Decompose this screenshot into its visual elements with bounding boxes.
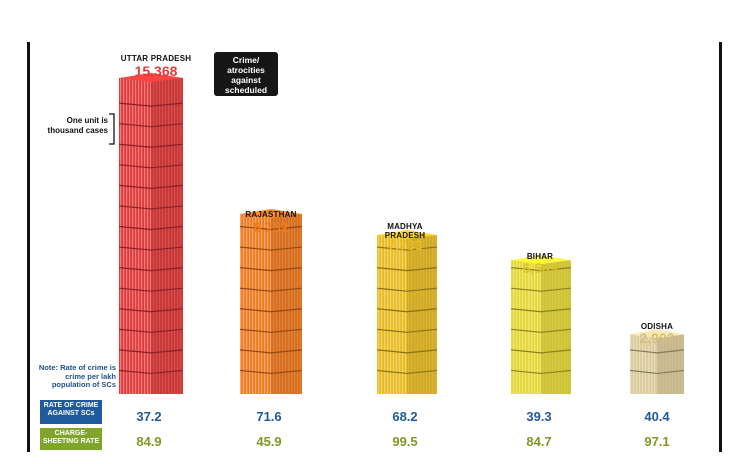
bar-madhya-pradesh — [376, 229, 438, 394]
rate-of-crime-badge: RATE OF CRIME AGAINST SCs — [40, 400, 102, 424]
charge-bihar: 84.7 — [526, 434, 552, 449]
bar-uttar-pradesh — [118, 73, 184, 394]
crime-tag: Crime/ atrocities against scheduled cast… — [214, 52, 278, 105]
state-value-madhya: 7,733 — [387, 237, 423, 253]
bar-rajasthan — [239, 209, 303, 394]
rate-bihar: 39.3 — [526, 409, 552, 424]
state-label-madhya: MADHYA PRADESH — [384, 222, 426, 240]
unit-note: One unit is thousand cases — [47, 116, 108, 135]
bar-odisha — [629, 329, 685, 394]
state-value-rajasthan: 8,752 — [253, 219, 289, 235]
charge-uttar: 84.9 — [136, 434, 162, 449]
state-label-rajasthan: RAJASTHAN — [245, 210, 297, 219]
charge-odisha: 97.1 — [644, 434, 670, 449]
rate-note: Note: Rate of crime is crime per lakh po… — [38, 363, 116, 389]
state-value-uttar: 15,368 — [134, 63, 178, 79]
state-value-bihar: 6,509 — [522, 260, 558, 276]
bar-bihar — [510, 255, 572, 394]
rate-uttar: 37.2 — [136, 409, 162, 424]
unit-bracket-icon — [109, 113, 115, 145]
charge-madhya: 99.5 — [392, 434, 418, 449]
state-label-bihar: BIHAR — [526, 252, 554, 261]
state-label-odisha: ODISHA — [640, 322, 674, 331]
right-frame-line — [719, 42, 722, 452]
charge-rajasthan: 45.9 — [256, 434, 282, 449]
rate-odisha: 40.4 — [644, 409, 670, 424]
state-value-odisha: 2,902 — [639, 330, 675, 346]
rate-madhya: 68.2 — [392, 409, 418, 424]
state-label-uttar: UTTAR PRADESH — [120, 54, 192, 63]
rate-rajasthan: 71.6 — [256, 409, 282, 424]
charge-sheeting-badge: CHARGE-SHEETING RATE — [40, 428, 102, 450]
left-frame-line — [27, 42, 30, 452]
